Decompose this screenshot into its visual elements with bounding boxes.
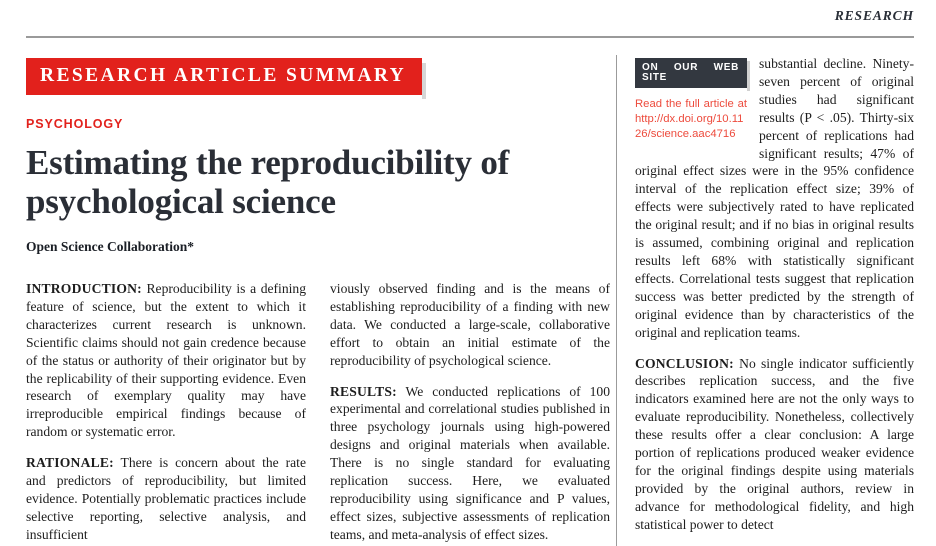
paragraph-introduction: INTRODUCTION: Reproducibility is a defin… [26,280,306,441]
paragraph-text: We conducted replications of 100 experim… [330,383,610,542]
column-right: ON OUR WEB SITE Read the full article at… [616,55,914,546]
paragraph-lead: RATIONALE: [26,455,114,471]
paragraph-lead: RESULTS: [330,383,397,399]
full-article-link[interactable]: Read the full article at http://dx.doi.o… [635,98,747,141]
left-zone: RESEARCH ARTICLE SUMMARY PSYCHOLOGY Esti… [26,58,610,546]
promo-tag-shadow [747,61,750,91]
paragraph-text: viously observed finding and is the mean… [330,281,610,368]
byline: Open Science Collaboration* [26,238,194,254]
paragraph-lead: INTRODUCTION: [26,281,142,296]
running-head: RESEARCH [834,8,914,23]
body-columns: INTRODUCTION: Reproducibility is a defin… [26,280,610,546]
paragraph-rationale-continued: viously observed finding and is the mean… [330,280,610,370]
paragraph-text: There is concern about the rate and pred… [26,455,306,542]
paragraph-results-continued: ON OUR WEB SITE Read the full article at… [635,55,914,342]
page-title: Estimating the reproducibility of psycho… [26,142,510,221]
paragraph-lead: CONCLUSION: [635,355,734,371]
research-article-summary-banner: RESEARCH ARTICLE SUMMARY [26,58,428,95]
column-left: INTRODUCTION: Reproducibility is a defin… [26,280,306,546]
on-our-web-site-tag: ON OUR WEB SITE [635,58,750,88]
on-our-web-site-promo: ON OUR WEB SITE Read the full article at… [635,58,750,143]
banner-shadow [422,63,427,99]
paragraph-results: RESULTS: We conducted replications of 10… [330,383,610,544]
paragraph-text: No single indicator sufficiently describ… [635,355,914,532]
column-middle: viously observed finding and is the mean… [330,280,610,546]
header-rule [26,36,914,38]
section-kicker: PSYCHOLOGY [26,116,124,131]
paragraph-conclusion: CONCLUSION: No single indicator sufficie… [635,355,914,534]
paragraph-rationale: RATIONALE: There is concern about the ra… [26,454,306,544]
paragraph-text: substantial decline. Ninety-seven percen… [635,56,914,340]
paragraph-text: Reproducibility is a defining feature of… [26,281,306,440]
